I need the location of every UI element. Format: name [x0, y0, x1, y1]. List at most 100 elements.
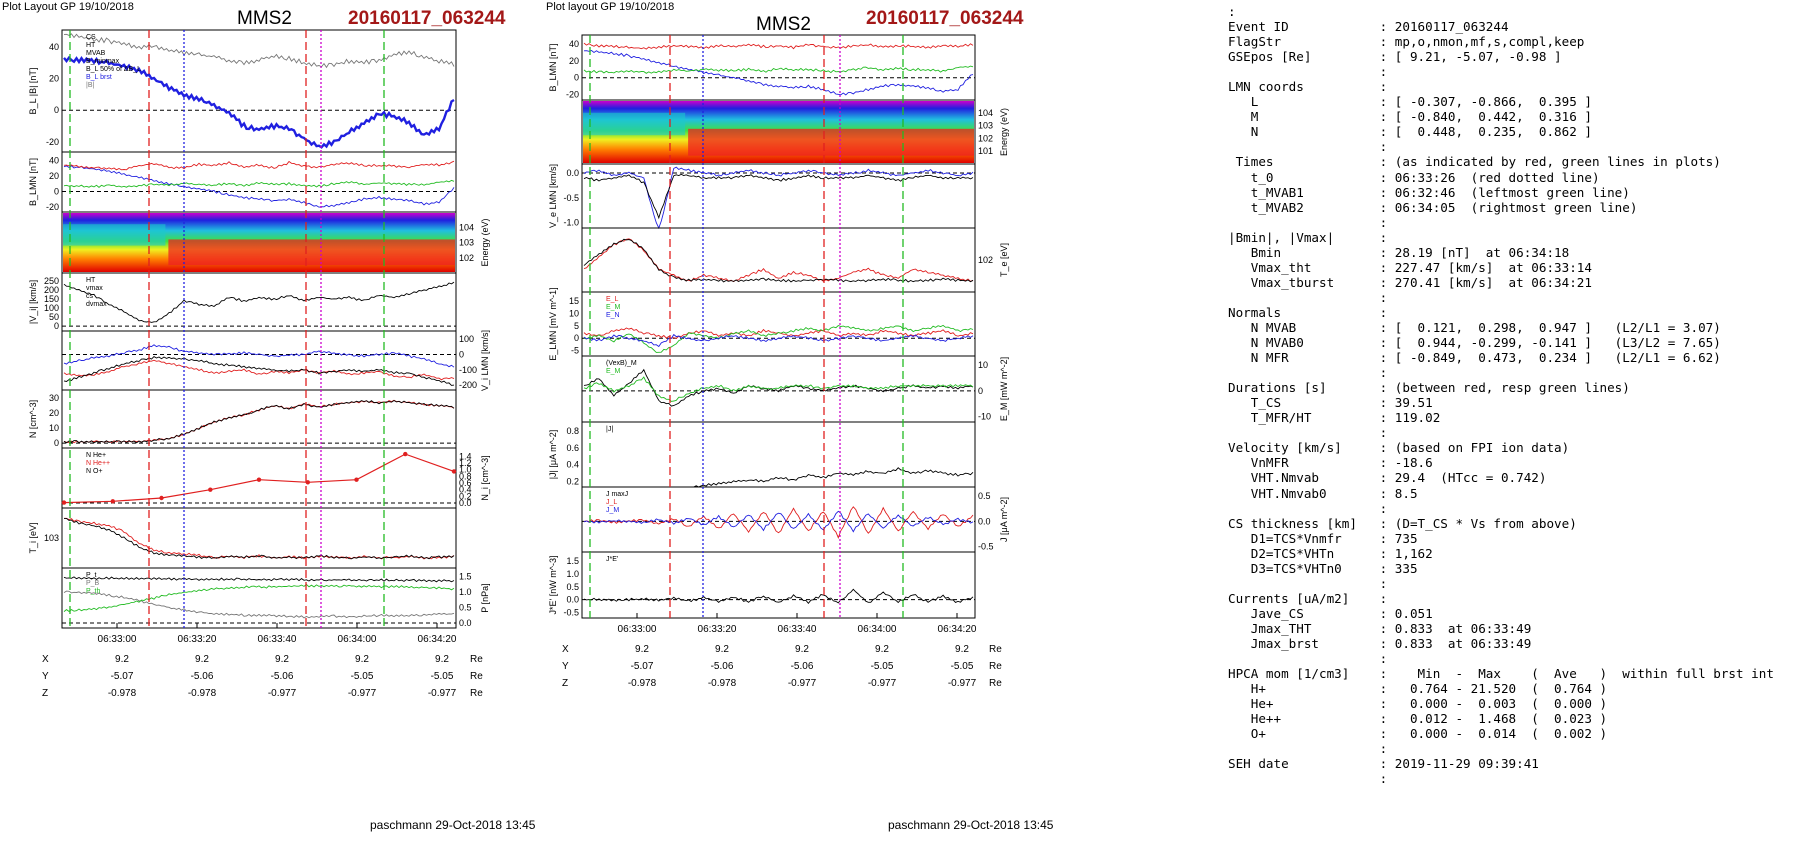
legend-entry: N He+ — [86, 452, 106, 459]
left-plot-layout-label: Plot Layout GP 19/10/2018 — [2, 1, 134, 13]
summary-line: SEH date : 2019-11-29 09:39:41 — [1228, 756, 1539, 772]
y-axis-label: V_i LMN [km/s] — [480, 330, 490, 391]
time-tick-label: 06:34:00 — [858, 624, 897, 635]
data-point — [61, 500, 67, 505]
series-line — [63, 399, 455, 444]
legend-entry: J_L — [606, 499, 617, 506]
y-axis-label: T_e [eV] — [999, 243, 1009, 277]
y-tick-label: 0 — [54, 186, 59, 196]
series-line — [63, 165, 455, 208]
time-tick-label: 06:34:20 — [938, 624, 977, 635]
orbit-unit: Re — [989, 644, 1002, 655]
orbit-axis-label: X — [42, 654, 49, 665]
y-axis-label: N_i [cm^-3] — [480, 455, 490, 500]
panel-right-4 — [581, 227, 976, 293]
orbit-value: -0.978 — [108, 688, 137, 699]
y-tick-label: -0.5 — [563, 193, 579, 203]
time-tick-label: 06:34:00 — [338, 634, 377, 645]
orbit-value: -5.07 — [111, 671, 134, 682]
left-spacecraft-title: MMS2 — [237, 8, 292, 29]
orbit-value: -5.05 — [951, 661, 974, 672]
panel-frame — [61, 567, 457, 629]
data-point — [403, 451, 408, 457]
summary-line: N MFR : [ -0.849, 0.473, 0.234 ] (L2/L1 … — [1228, 350, 1721, 366]
series-line — [583, 238, 974, 283]
legend-entry: dvmax — [86, 301, 107, 308]
y-tick-label: 104 — [978, 108, 993, 118]
summary-line: Jave_CS : 0.051 — [1228, 605, 1433, 621]
data-point — [110, 499, 116, 504]
y-axis-label: B_L |B| [nT] — [28, 68, 38, 115]
series-line — [63, 583, 455, 612]
series-line — [64, 517, 455, 560]
y-tick-label: 0.5 — [566, 582, 579, 592]
y-tick-label: 0 — [54, 321, 59, 331]
orbit-value: -0.977 — [788, 678, 817, 689]
summary-line: Event ID : 20160117_063244 — [1228, 19, 1509, 35]
summary-line: Normals : — [1228, 304, 1388, 320]
y-tick-label: 250 — [44, 276, 59, 286]
y-tick-label: -200 — [459, 380, 477, 390]
y-tick-label: 50 — [49, 312, 59, 322]
legend-entry: vmax — [86, 285, 103, 292]
legend-entry: HT — [86, 42, 96, 49]
legend-entry: N O+ — [86, 468, 103, 475]
y-tick-label: 1.2 — [459, 458, 472, 468]
left-credit: paschmann 29-Oct-2018 13:45 — [370, 818, 536, 832]
y-tick-label: 0.2 — [566, 477, 579, 487]
orbit-axis-label: X — [562, 644, 569, 655]
series-line — [63, 33, 455, 69]
series-line — [583, 327, 974, 340]
y-tick-label: 0.0 — [459, 498, 472, 508]
orbit-value: -5.07 — [631, 661, 654, 672]
y-axis-label: E_LMN [mV m^-1] — [548, 287, 558, 360]
y-tick-label: 0.2 — [459, 491, 472, 501]
y-tick-label: 30 — [49, 393, 59, 403]
series-line — [63, 356, 455, 386]
orbit-value: 9.2 — [115, 654, 129, 665]
legend-entry: B_minmax — [86, 58, 120, 65]
summary-line: t_MVAB1 : 06:32:46 (leftmost green line) — [1228, 184, 1630, 200]
y-tick-label: -20 — [566, 90, 579, 100]
summary-line: |Bmin|, |Vmax| : — [1228, 229, 1388, 245]
time-tick-label: 06:34:20 — [418, 634, 457, 645]
orbit-value: -0.977 — [868, 678, 897, 689]
series-line — [583, 42, 974, 50]
orbit-value: 9.2 — [435, 654, 449, 665]
legend-entry: N He++ — [86, 460, 110, 467]
summary-line: D1=TCS*Vnmfr : 735 — [1228, 530, 1418, 546]
orbit-unit: Re — [470, 688, 483, 699]
y-axis-label: B_LMN [nT] — [548, 43, 558, 91]
summary-line: : — [1228, 425, 1388, 441]
data-point — [305, 480, 310, 485]
summary-line: : — [1228, 500, 1388, 516]
series-line — [63, 399, 455, 444]
orbit-value: -0.977 — [428, 688, 457, 699]
legend-entry: P_th — [86, 588, 101, 595]
y-axis-label: V_e LMN [km/s] — [548, 164, 558, 228]
y-tick-label: -1.0 — [563, 218, 579, 228]
summary-line: He+ : 0.000 - 0.003 ( 0.000 ) — [1228, 696, 1608, 712]
legend-entry: |B| — [86, 82, 94, 89]
y-tick-label: 10 — [49, 423, 59, 433]
right-spacecraft-title: MMS2 — [756, 14, 811, 35]
panel-frame — [61, 29, 457, 153]
summary-line: N MVAB : [ 0.121, 0.298, 0.947 ] (L2/L1 … — [1228, 319, 1721, 335]
summary-line: : — [1228, 741, 1388, 757]
y-axis-label: E_M [mW m^-2] — [999, 357, 1009, 421]
series-line — [63, 281, 455, 323]
panel-frame — [581, 355, 976, 423]
panel-frame — [581, 227, 976, 293]
panel-left-5 — [61, 330, 457, 391]
series-line — [583, 333, 974, 348]
summary-line: H+ : 0.764 - 21.520 ( 0.764 ) — [1228, 681, 1608, 697]
legend-entry: B_L brst — [86, 74, 112, 81]
legend-entry: |J| — [606, 426, 613, 433]
y-tick-label: 0.4 — [459, 485, 472, 495]
orbit-axis-label: Z — [42, 688, 48, 699]
data-point — [354, 477, 359, 482]
y-tick-label: 40 — [49, 42, 59, 52]
y-axis-label: J*E' [nW m^-3] — [548, 556, 558, 615]
y-tick-label: 20 — [49, 74, 59, 84]
right-plot-layout-label: Plot layout GP 19/10/2018 — [546, 1, 675, 13]
